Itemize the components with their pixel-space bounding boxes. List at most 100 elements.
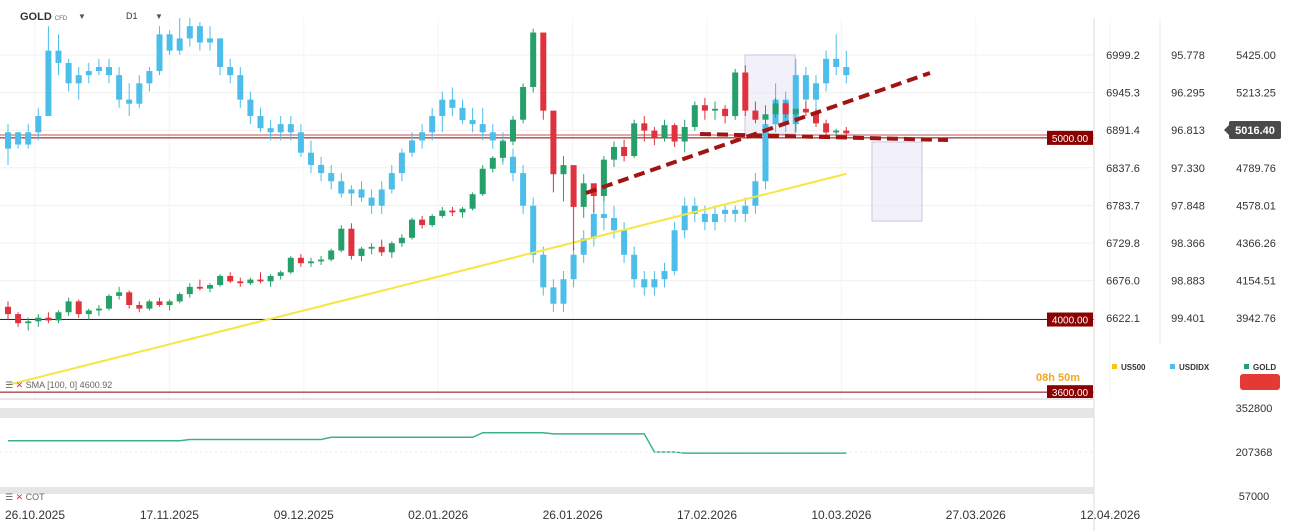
gold-candle[interactable] [388, 243, 395, 253]
gold-candle[interactable] [328, 250, 335, 260]
usdidx-candle[interactable] [600, 213, 607, 218]
gold-candle[interactable] [116, 292, 123, 296]
usdidx-candle[interactable] [833, 58, 840, 67]
gold-candle[interactable] [600, 159, 607, 197]
usdidx-candle[interactable] [297, 132, 304, 153]
gold-candle[interactable] [277, 272, 284, 276]
usdidx-candle[interactable] [621, 230, 628, 255]
usdidx-candle[interactable] [752, 181, 759, 206]
indicator-scrollbar[interactable] [0, 408, 1094, 418]
gold-candle[interactable] [439, 210, 446, 216]
usdidx-candle[interactable] [510, 156, 516, 174]
gold-candle[interactable] [338, 228, 345, 251]
usdidx-candle[interactable] [631, 254, 638, 280]
usdidx-candle[interactable] [712, 213, 718, 223]
gold-candle[interactable] [489, 157, 496, 169]
gold-candle[interactable] [772, 103, 779, 115]
usdidx-candle[interactable] [267, 128, 274, 133]
usdidx-candle[interactable] [449, 99, 456, 108]
usdidx-candle[interactable] [227, 66, 234, 76]
usdidx-candle[interactable] [409, 140, 415, 153]
usdidx-candle[interactable] [762, 124, 769, 182]
usdidx-candle[interactable] [722, 209, 729, 214]
usdidx-candle[interactable] [459, 107, 466, 121]
gold-candle[interactable] [429, 215, 436, 226]
gold-series-button[interactable] [1240, 374, 1280, 390]
gold-candle[interactable] [520, 87, 527, 120]
gold-candle[interactable] [550, 110, 557, 175]
usdidx-candle[interactable] [146, 71, 153, 84]
usdidx-candle[interactable] [560, 279, 567, 304]
gold-candle[interactable] [348, 228, 355, 256]
remove-icon[interactable]: ✕ [15, 380, 24, 390]
usdidx-candle[interactable] [388, 173, 395, 190]
usdidx-candle[interactable] [843, 66, 850, 76]
gold-candle[interactable] [641, 123, 648, 131]
usdidx-candle[interactable] [419, 132, 426, 141]
usdidx-candle[interactable] [25, 132, 32, 145]
usdidx-candle[interactable] [489, 132, 496, 141]
remove-icon[interactable]: ✕ [15, 492, 24, 502]
usdidx-candle[interactable] [550, 287, 557, 304]
cot-indicator-label[interactable]: ☰ ✕ COT [5, 492, 45, 503]
gold-candle[interactable] [126, 292, 133, 305]
gold-candle[interactable] [409, 219, 415, 238]
usdidx-candle[interactable] [318, 164, 325, 174]
gold-candle[interactable] [25, 321, 32, 324]
gold-candle[interactable] [722, 108, 729, 117]
gold-candle[interactable] [570, 165, 577, 207]
usdidx-candle[interactable] [813, 83, 819, 100]
gold-candle[interactable] [742, 72, 749, 111]
usdidx-candle[interactable] [641, 279, 648, 288]
gold-candle[interactable] [712, 108, 718, 111]
usdidx-candle[interactable] [823, 58, 830, 84]
usdidx-candle[interactable] [570, 254, 577, 280]
gold-candle[interactable] [207, 285, 213, 289]
gold-candle[interactable] [782, 103, 789, 115]
usdidx-candle[interactable] [35, 115, 42, 133]
support-dashed-line[interactable] [699, 132, 949, 142]
usdidx-candle[interactable] [207, 38, 213, 43]
usdidx-candle[interactable] [217, 38, 224, 67]
gold-candle[interactable] [15, 314, 22, 324]
menu-icon[interactable]: ☰ [5, 492, 14, 502]
gold-candle[interactable] [368, 246, 375, 249]
sma-indicator-label[interactable]: ☰ ✕ SMA [100, 0] 4600.92 [5, 380, 112, 391]
usdidx-candle[interactable] [328, 173, 335, 182]
gold-candle[interactable] [843, 130, 850, 134]
gold-candle[interactable] [75, 301, 82, 315]
usdidx-candle[interactable] [106, 66, 112, 76]
gold-candle[interactable] [560, 165, 567, 175]
usdidx-candle[interactable] [196, 26, 203, 43]
usdidx-candle[interactable] [277, 124, 284, 133]
usdidx-candle[interactable] [742, 205, 749, 214]
gold-candle[interactable] [499, 141, 506, 158]
timeframe-dropdown-icon[interactable]: ▼ [155, 12, 163, 21]
usdidx-candle[interactable] [580, 238, 587, 255]
gold-candle[interactable] [823, 123, 830, 133]
usdidx-candle[interactable] [590, 213, 597, 239]
gold-candle[interactable] [459, 208, 466, 213]
usdidx-candle[interactable] [116, 75, 123, 100]
gold-candle[interactable] [631, 123, 638, 157]
usdidx-candle[interactable] [65, 62, 72, 84]
gold-candle[interactable] [287, 257, 294, 273]
usdidx-candle[interactable] [378, 189, 385, 206]
gold-candle[interactable] [247, 279, 254, 284]
gold-candle[interactable] [681, 126, 688, 142]
usdidx-candle[interactable] [126, 99, 133, 104]
usdidx-candle[interactable] [156, 34, 163, 72]
gold-candle[interactable] [378, 246, 385, 253]
usdidx-candle[interactable] [611, 218, 617, 231]
usdidx-candle[interactable] [429, 115, 436, 133]
gold-candle[interactable] [419, 219, 426, 226]
usdidx-candle[interactable] [661, 271, 668, 280]
gold-candle[interactable] [651, 130, 658, 138]
gold-candle[interactable] [318, 259, 325, 262]
usdidx-candle[interactable] [85, 71, 92, 76]
gold-candle[interactable] [45, 317, 52, 321]
gold-candle[interactable] [661, 125, 668, 138]
gold-candle[interactable] [691, 105, 698, 127]
usdidx-candle[interactable] [368, 197, 375, 206]
usdidx-candle[interactable] [166, 34, 173, 51]
